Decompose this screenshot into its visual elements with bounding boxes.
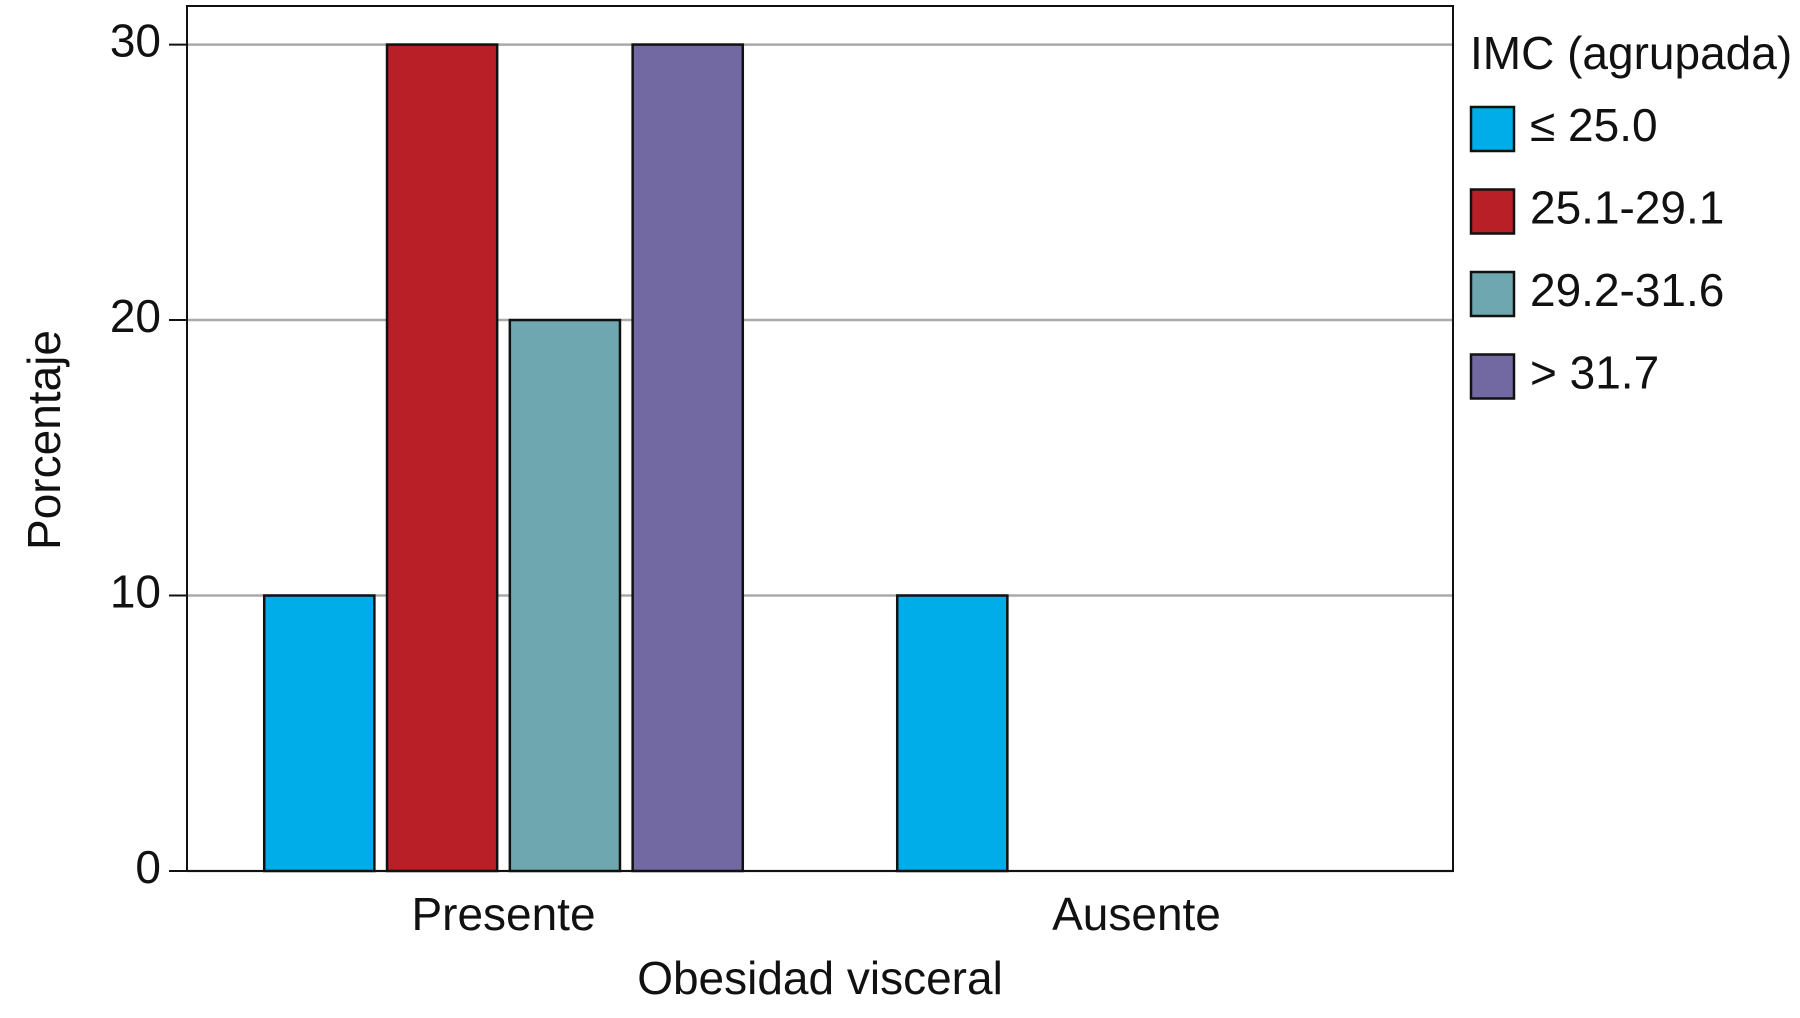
bar [385,43,499,873]
y-axis-title: Porcentaje [18,330,70,550]
y-tick-label: 20 [110,290,161,342]
bar [262,594,376,873]
y-tick-label: 10 [110,566,161,618]
plot-frame [186,5,1454,872]
y-tick-label: 0 [135,841,161,893]
legend-label: 29.2-31.6 [1530,264,1724,316]
x-tick-label: Ausente [1052,888,1221,940]
bar [508,318,622,873]
y-tick-label: 30 [110,15,161,67]
bar [631,43,745,873]
x-axis-title: Obesidad visceral [637,952,1003,1004]
legend-swatch [1469,188,1516,235]
x-tick-label: Presente [411,888,595,940]
legend-label: > 31.7 [1530,347,1659,399]
legend-swatch [1469,105,1516,153]
legend-swatch [1469,353,1516,400]
bar [895,594,1009,873]
legend-swatch [1469,270,1516,318]
legend-label: 25.1-29.1 [1530,182,1724,234]
legend-label: ≤ 25.0 [1530,99,1658,151]
legend-title: IMC (agrupada) [1470,27,1792,79]
